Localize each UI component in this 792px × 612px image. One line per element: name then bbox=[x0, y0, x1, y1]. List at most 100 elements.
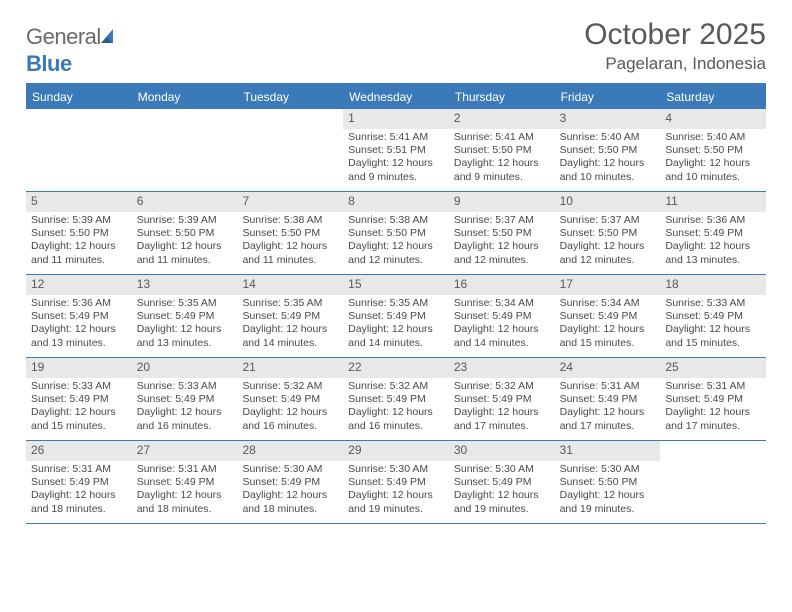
calendar-cell: 16Sunrise: 5:34 AMSunset: 5:49 PMDayligh… bbox=[449, 275, 555, 357]
sunrise-text: Sunrise: 5:31 AM bbox=[31, 463, 127, 476]
daylight-text: and 19 minutes. bbox=[348, 503, 444, 516]
sunrise-text: Sunrise: 5:34 AM bbox=[560, 297, 656, 310]
daylight-text: and 11 minutes. bbox=[137, 254, 233, 267]
calendar-week: 12Sunrise: 5:36 AMSunset: 5:49 PMDayligh… bbox=[26, 275, 766, 358]
sunrise-text: Sunrise: 5:41 AM bbox=[348, 131, 444, 144]
sunset-text: Sunset: 5:49 PM bbox=[242, 310, 338, 323]
daylight-text: Daylight: 12 hours bbox=[454, 323, 550, 336]
day-number: 22 bbox=[343, 358, 449, 377]
sunset-text: Sunset: 5:49 PM bbox=[242, 393, 338, 406]
daylight-text: and 9 minutes. bbox=[348, 171, 444, 184]
calendar-cell: 13Sunrise: 5:35 AMSunset: 5:49 PMDayligh… bbox=[132, 275, 238, 357]
daylight-text: Daylight: 12 hours bbox=[242, 323, 338, 336]
day-number: 4 bbox=[660, 109, 766, 128]
sunset-text: Sunset: 5:49 PM bbox=[137, 310, 233, 323]
day-number: 23 bbox=[449, 358, 555, 377]
daylight-text: Daylight: 12 hours bbox=[348, 489, 444, 502]
sunrise-text: Sunrise: 5:37 AM bbox=[454, 214, 550, 227]
day-number: 13 bbox=[132, 275, 238, 294]
sunrise-text: Sunrise: 5:33 AM bbox=[31, 380, 127, 393]
calendar-cell: 14 Sunrise: 5:35 AMSunset: 5:49 PMDayligh… bbox=[237, 275, 343, 357]
daylight-text: Daylight: 12 hours bbox=[348, 240, 444, 253]
sunrise-text: Sunrise: 5:39 AM bbox=[137, 214, 233, 227]
daylight-text: Daylight: 12 hours bbox=[560, 406, 656, 419]
sunrise-text: Sunrise: 5:31 AM bbox=[665, 380, 761, 393]
page-header: General Blue October 2025 Pagelaran, Ind… bbox=[26, 18, 766, 77]
day-number: 24 bbox=[555, 358, 661, 377]
sunrise-text: Sunrise: 5:32 AM bbox=[454, 380, 550, 393]
daylight-text: and 13 minutes. bbox=[665, 254, 761, 267]
sunset-text: Sunset: 5:49 PM bbox=[665, 393, 761, 406]
day-number: 26 bbox=[26, 441, 132, 460]
daylight-text: Daylight: 12 hours bbox=[454, 157, 550, 170]
daylight-text: and 19 minutes. bbox=[560, 503, 656, 516]
calendar-cell: 27Sunrise: 5:31 AMSunset: 5:49 PMDayligh… bbox=[132, 441, 238, 523]
calendar-cell: 31Sunrise: 5:30 AMSunset: 5:50 PMDayligh… bbox=[555, 441, 661, 523]
daylight-text: and 14 minutes. bbox=[242, 337, 338, 350]
logo-word-blue: Blue bbox=[26, 51, 72, 76]
sunrise-text: Sunrise: 5:36 AM bbox=[665, 214, 761, 227]
sunset-text: Sunset: 5:49 PM bbox=[348, 310, 444, 323]
weekday-fri: Friday bbox=[555, 85, 661, 109]
calendar-cell: 11Sunrise: 5:36 AMSunset: 5:49 PMDayligh… bbox=[660, 192, 766, 274]
sunrise-text: Sunrise: 5:34 AM bbox=[454, 297, 550, 310]
daylight-text: Daylight: 12 hours bbox=[31, 489, 127, 502]
day-number: 21 bbox=[237, 358, 343, 377]
sunset-text: Sunset: 5:50 PM bbox=[454, 227, 550, 240]
daylight-text: and 11 minutes. bbox=[242, 254, 338, 267]
daylight-text: Daylight: 12 hours bbox=[242, 489, 338, 502]
sunset-text: Sunset: 5:49 PM bbox=[31, 310, 127, 323]
location-label: Pagelaran, Indonesia bbox=[584, 54, 766, 74]
sunrise-text: Sunrise: 5:40 AM bbox=[665, 131, 761, 144]
sunset-text: Sunset: 5:50 PM bbox=[560, 144, 656, 157]
daylight-text: and 16 minutes. bbox=[242, 420, 338, 433]
day-number: 1 bbox=[343, 109, 449, 128]
daylight-text: and 12 minutes. bbox=[560, 254, 656, 267]
calendar-cell: 3Sunrise: 5:40 AMSunset: 5:50 PMDaylight… bbox=[555, 109, 661, 191]
day-number: 2 bbox=[449, 109, 555, 128]
sunrise-text: Sunrise: 5:35 AM bbox=[348, 297, 444, 310]
calendar-cell bbox=[660, 441, 766, 523]
day-number: 14 bbox=[237, 275, 343, 294]
day-number: 3 bbox=[555, 109, 661, 128]
sunrise-text: Sunrise: 5:38 AM bbox=[348, 214, 444, 227]
daylight-text: Daylight: 12 hours bbox=[31, 406, 127, 419]
daylight-text: and 18 minutes. bbox=[137, 503, 233, 516]
calendar-cell: 28Sunrise: 5:30 AMSunset: 5:49 PMDayligh… bbox=[237, 441, 343, 523]
calendar-cell: 25Sunrise: 5:31 AMSunset: 5:49 PMDayligh… bbox=[660, 358, 766, 440]
calendar-cell: 10Sunrise: 5:37 AMSunset: 5:50 PMDayligh… bbox=[555, 192, 661, 274]
calendar: Sunday Monday Tuesday Wednesday Thursday… bbox=[26, 83, 766, 524]
weekday-sun: Sunday bbox=[26, 85, 132, 109]
calendar-cell bbox=[26, 109, 132, 191]
sunset-text: Sunset: 5:49 PM bbox=[31, 476, 127, 489]
day-number: 29 bbox=[343, 441, 449, 460]
day-number: 10 bbox=[555, 192, 661, 211]
weekday-wed: Wednesday bbox=[343, 85, 449, 109]
sunset-text: Sunset: 5:50 PM bbox=[31, 227, 127, 240]
sunrise-text: Sunrise: 5:35 AM bbox=[242, 297, 338, 310]
sunrise-text: Sunrise: 5:41 AM bbox=[454, 131, 550, 144]
daylight-text: and 10 minutes. bbox=[665, 171, 761, 184]
calendar-cell: 23Sunrise: 5:32 AMSunset: 5:49 PMDayligh… bbox=[449, 358, 555, 440]
logo-text: General Blue bbox=[26, 24, 119, 77]
calendar-cell: 24Sunrise: 5:31 AMSunset: 5:49 PMDayligh… bbox=[555, 358, 661, 440]
day-number: 12 bbox=[26, 275, 132, 294]
daylight-text: and 13 minutes. bbox=[31, 337, 127, 350]
calendar-cell: 17Sunrise: 5:34 AMSunset: 5:49 PMDayligh… bbox=[555, 275, 661, 357]
calendar-cell: 9Sunrise: 5:37 AMSunset: 5:50 PMDaylight… bbox=[449, 192, 555, 274]
daylight-text: and 12 minutes. bbox=[348, 254, 444, 267]
calendar-cell: 2Sunrise: 5:41 AMSunset: 5:50 PMDaylight… bbox=[449, 109, 555, 191]
sunset-text: Sunset: 5:49 PM bbox=[454, 476, 550, 489]
calendar-cell: 4Sunrise: 5:40 AMSunset: 5:50 PMDaylight… bbox=[660, 109, 766, 191]
calendar-week: 1Sunrise: 5:41 AMSunset: 5:51 PMDaylight… bbox=[26, 109, 766, 192]
sunrise-text: Sunrise: 5:37 AM bbox=[560, 214, 656, 227]
calendar-cell bbox=[237, 109, 343, 191]
daylight-text: Daylight: 12 hours bbox=[242, 406, 338, 419]
calendar-cell: 30Sunrise: 5:30 AMSunset: 5:49 PMDayligh… bbox=[449, 441, 555, 523]
sunrise-text: Sunrise: 5:30 AM bbox=[242, 463, 338, 476]
daylight-text: Daylight: 12 hours bbox=[665, 240, 761, 253]
daylight-text: and 16 minutes. bbox=[137, 420, 233, 433]
daylight-text: Daylight: 12 hours bbox=[560, 157, 656, 170]
sunset-text: Sunset: 5:50 PM bbox=[665, 144, 761, 157]
daylight-text: and 17 minutes. bbox=[454, 420, 550, 433]
